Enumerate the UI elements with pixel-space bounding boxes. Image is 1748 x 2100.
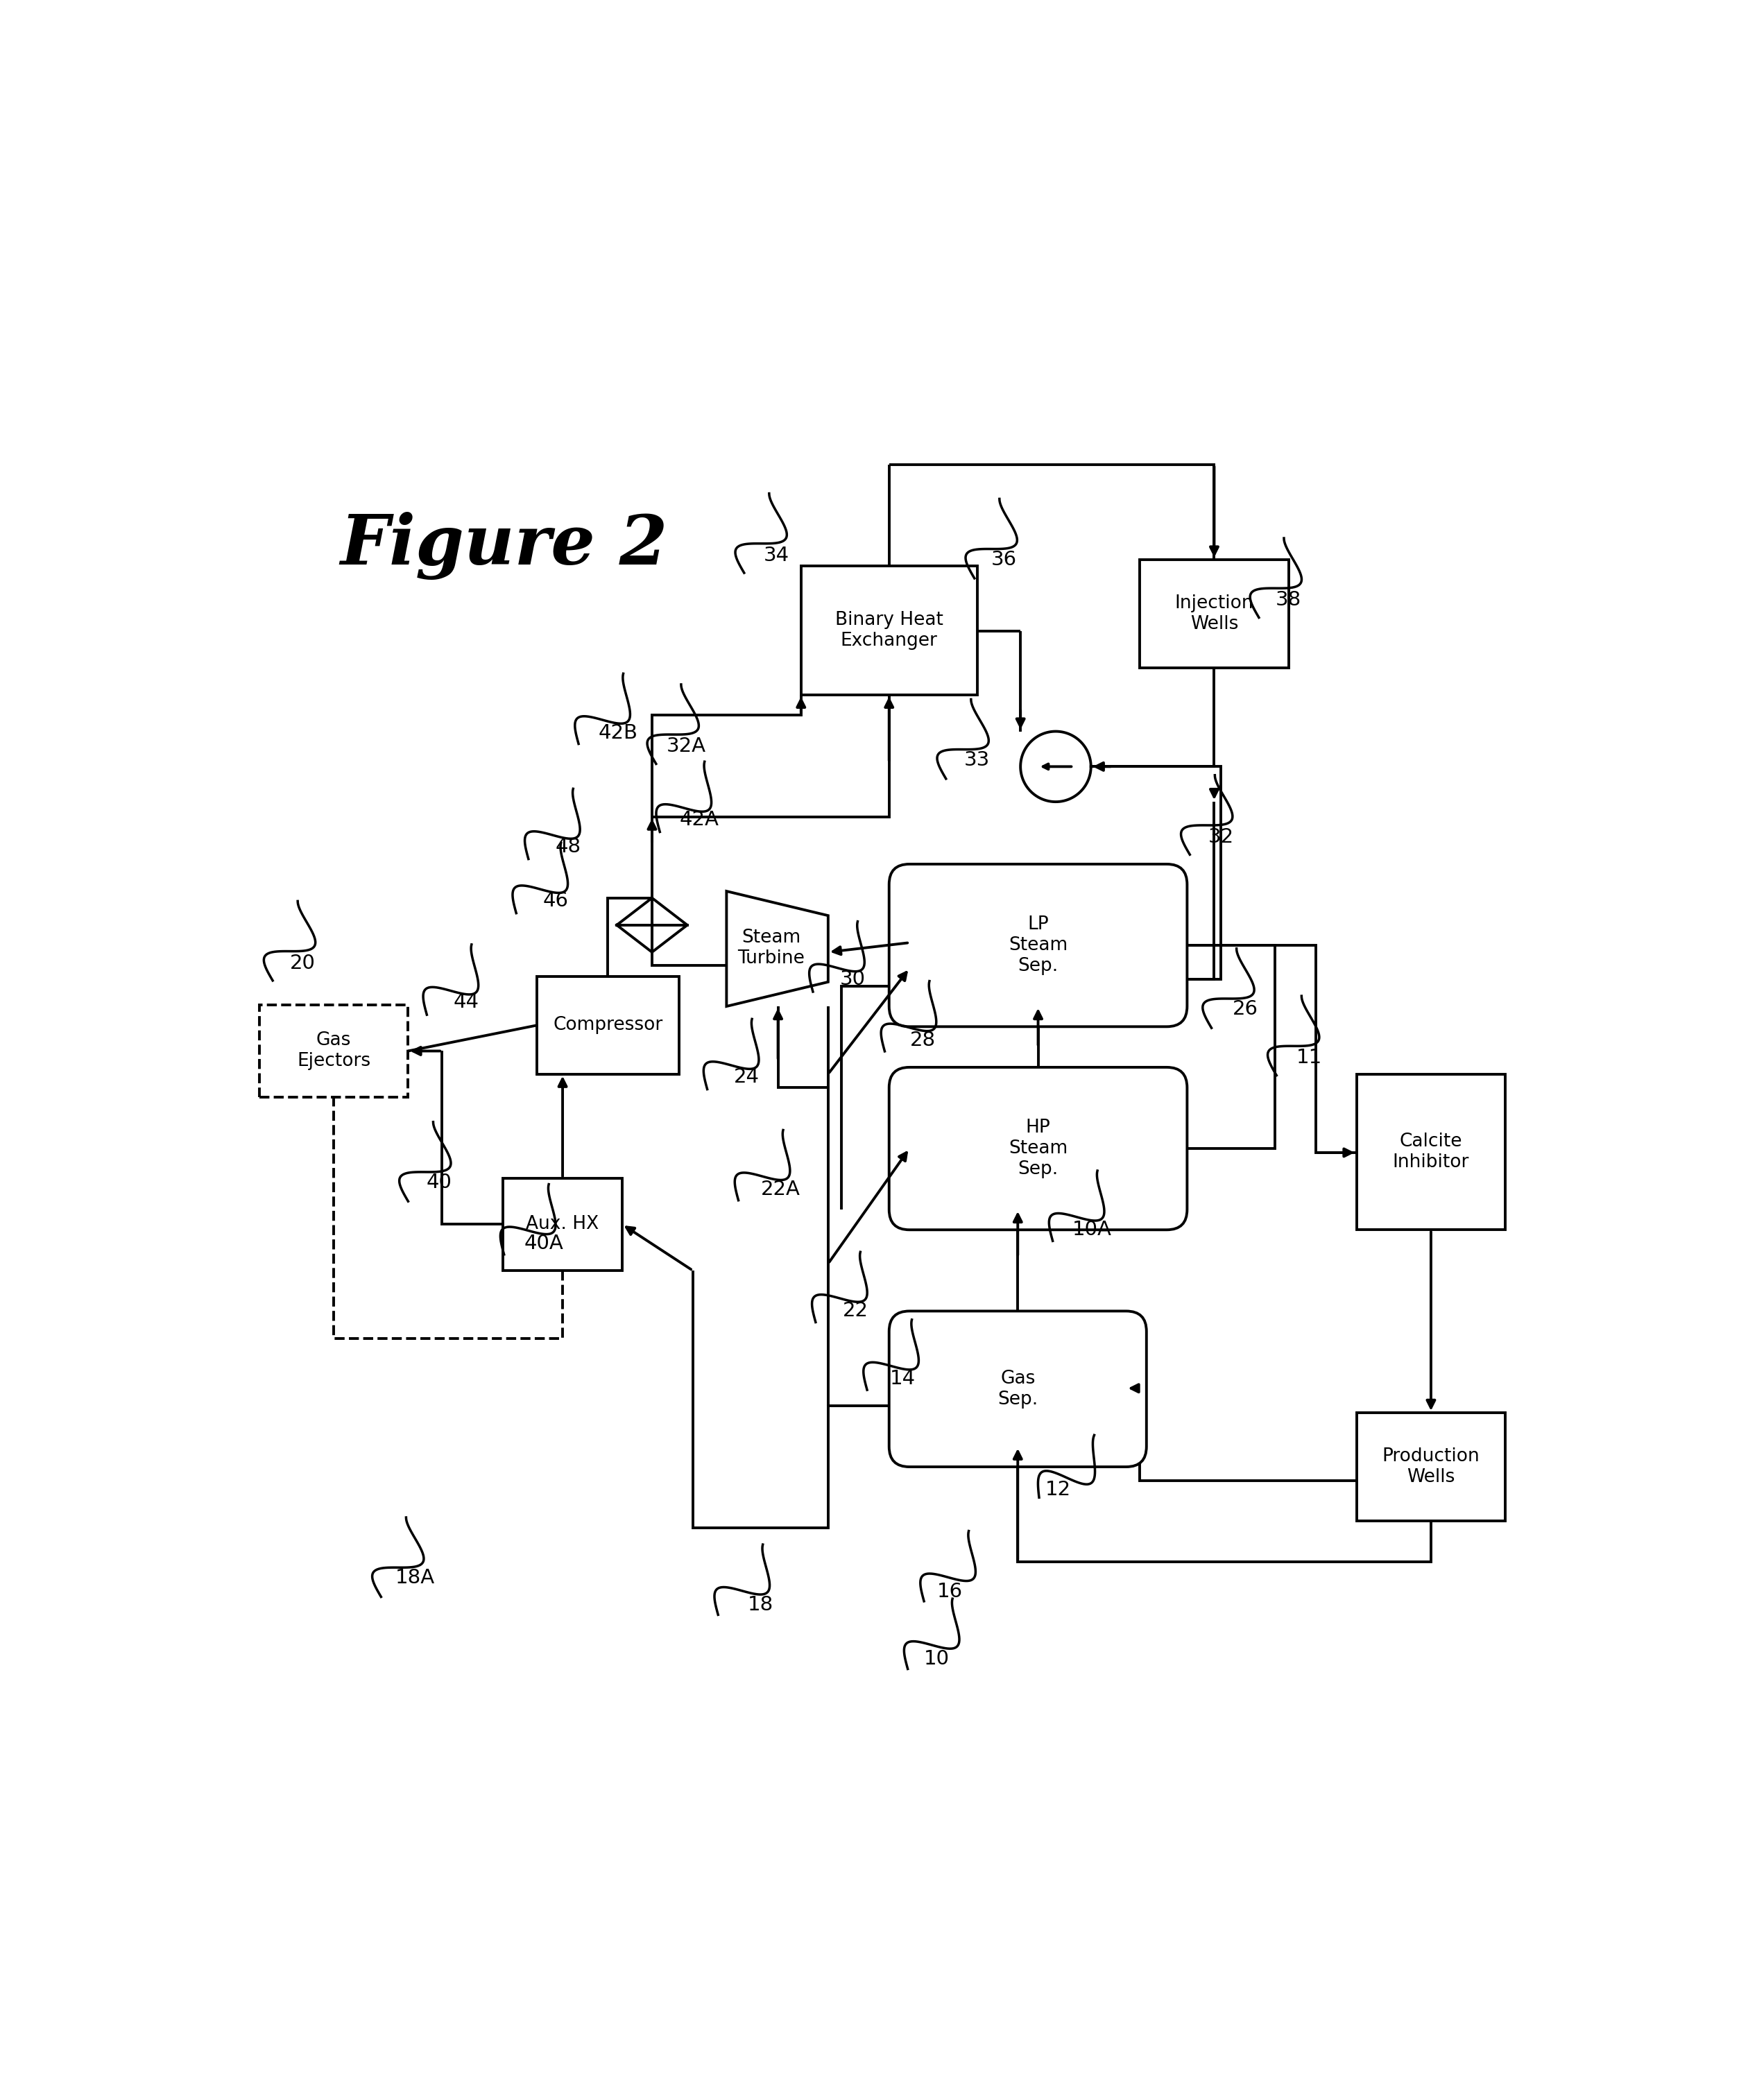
- Text: 32: 32: [1208, 827, 1234, 846]
- Text: 34: 34: [764, 546, 790, 565]
- Text: 11: 11: [1295, 1048, 1321, 1067]
- Text: 38: 38: [1276, 590, 1302, 609]
- Text: Injection
Wells: Injection Wells: [1175, 594, 1253, 632]
- Text: Steam
Turbine: Steam Turbine: [738, 928, 804, 968]
- Text: 40: 40: [427, 1172, 453, 1193]
- FancyBboxPatch shape: [259, 1006, 409, 1096]
- Text: 12: 12: [1045, 1480, 1072, 1499]
- Text: HP
Steam
Sep.: HP Steam Sep.: [1009, 1119, 1068, 1178]
- Text: 46: 46: [544, 890, 568, 911]
- Text: 22A: 22A: [760, 1180, 801, 1199]
- Text: Figure 2: Figure 2: [341, 512, 668, 580]
- Text: 14: 14: [890, 1369, 916, 1388]
- Text: Gas
Sep.: Gas Sep.: [998, 1369, 1038, 1409]
- Text: 10: 10: [923, 1649, 949, 1670]
- Text: 18A: 18A: [395, 1569, 435, 1588]
- Text: 32A: 32A: [666, 737, 706, 756]
- FancyBboxPatch shape: [537, 977, 678, 1073]
- Text: Gas
Ejectors: Gas Ejectors: [297, 1031, 371, 1071]
- FancyBboxPatch shape: [890, 1310, 1147, 1466]
- Text: Aux. HX: Aux. HX: [526, 1216, 600, 1233]
- Text: 48: 48: [556, 836, 580, 857]
- FancyBboxPatch shape: [890, 1067, 1187, 1231]
- FancyBboxPatch shape: [1356, 1413, 1505, 1520]
- Text: Compressor: Compressor: [552, 1016, 662, 1035]
- FancyBboxPatch shape: [1140, 559, 1288, 668]
- FancyBboxPatch shape: [1356, 1073, 1505, 1231]
- Text: 22: 22: [843, 1302, 869, 1321]
- Text: Binary Heat
Exchanger: Binary Heat Exchanger: [836, 611, 944, 649]
- Text: 18: 18: [748, 1596, 773, 1615]
- Text: 26: 26: [1232, 1000, 1259, 1018]
- Text: 42B: 42B: [598, 722, 638, 743]
- Text: 10A: 10A: [1073, 1220, 1112, 1239]
- Text: LP
Steam
Sep.: LP Steam Sep.: [1009, 916, 1068, 974]
- FancyBboxPatch shape: [890, 863, 1187, 1027]
- Text: 16: 16: [937, 1581, 963, 1600]
- FancyBboxPatch shape: [801, 567, 977, 695]
- Text: 44: 44: [453, 993, 479, 1012]
- Text: 33: 33: [965, 750, 989, 769]
- Text: 40A: 40A: [524, 1233, 563, 1254]
- Text: Production
Wells: Production Wells: [1383, 1447, 1481, 1487]
- FancyBboxPatch shape: [503, 1178, 622, 1270]
- Text: 36: 36: [991, 550, 1017, 569]
- Text: 24: 24: [734, 1067, 760, 1086]
- Text: 42A: 42A: [680, 811, 718, 830]
- Text: 20: 20: [290, 953, 315, 972]
- Text: 28: 28: [911, 1031, 935, 1050]
- Text: Calcite
Inhibitor: Calcite Inhibitor: [1393, 1132, 1470, 1172]
- Text: 30: 30: [839, 970, 865, 989]
